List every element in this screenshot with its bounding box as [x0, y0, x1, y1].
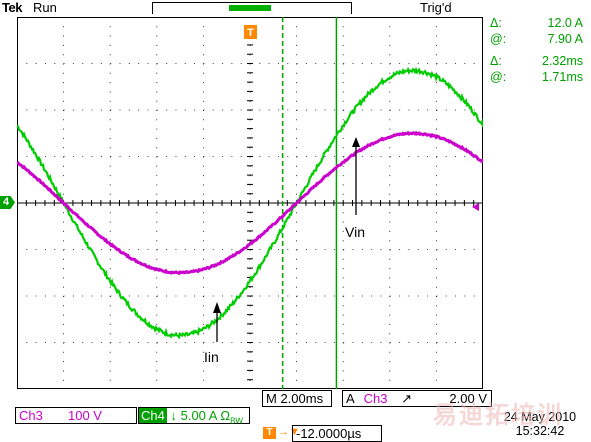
trigger-slope-icon: ↗ — [401, 391, 412, 406]
ch3-scale: 100 V — [68, 408, 102, 423]
ch3-scale-readout[interactable]: Ch3 100 V — [15, 407, 137, 424]
timebase-readout[interactable]: M 2.00ms — [262, 390, 332, 407]
vin-label: Vin — [345, 224, 365, 240]
trigger-level: 2.00 V — [449, 391, 487, 406]
readout-symbol: Δ: — [490, 54, 502, 68]
record-view-window — [229, 5, 271, 11]
date-label: 24 May 2010 — [503, 410, 577, 424]
settings-bar: M 2.00ms A Ch3 ↗ 2.00 V Ch3 100 V Ch4 ↓ … — [0, 390, 591, 442]
vin-annotation: Vin — [345, 137, 365, 240]
ch4-bw-limit: BW — [230, 416, 243, 426]
horizontal-delay-readout[interactable]: -12.0000µs — [292, 425, 382, 442]
trigger-marker[interactable]: T — [244, 25, 257, 39]
readout-value: 7.90 A — [547, 32, 583, 46]
readout-row: Δ: 12.0 A — [487, 16, 591, 32]
ch4-label: Ch4 — [139, 408, 167, 423]
trigger-marker-label: T — [247, 27, 254, 39]
readout-value: 2.32ms — [542, 54, 583, 68]
time-label: 15:32:42 — [515, 424, 565, 438]
brand-label: Tek — [2, 0, 22, 15]
watermark-logo: 易迪拓培训 — [433, 402, 563, 429]
readout-symbol: @: — [490, 70, 507, 84]
cursor-lines[interactable] — [281, 17, 338, 389]
trigger-level-marker[interactable] — [472, 203, 479, 211]
readout-value: 1.71ms — [542, 70, 583, 84]
trigger-offset-arrow-icon: →▼ — [278, 426, 300, 438]
readout-value: 12.0 A — [547, 16, 583, 30]
ch3-label: Ch3 — [19, 408, 43, 423]
iin-label: Iin — [204, 349, 219, 365]
readout-symbol: @: — [490, 32, 507, 46]
ch4-scale-readout[interactable]: Ch4 ↓ 5.00 A ΩBW — [138, 407, 250, 426]
record-length-indicator — [152, 2, 352, 14]
readout-row: @: 1.71ms — [487, 70, 591, 86]
readout-row: Δ: 2.32ms — [487, 54, 591, 70]
trigger-readout[interactable]: A Ch3 ↗ 2.00 V — [342, 390, 492, 407]
run-status[interactable]: Run — [33, 0, 57, 15]
waveform-display: T Vin Iin — [17, 17, 483, 389]
graticule — [17, 17, 483, 389]
status-bar: Tek Run Trig'd — [0, 0, 591, 16]
ch4-ground-marker[interactable]: 4 — [0, 196, 15, 209]
trigger-position-icon: T — [263, 427, 276, 439]
iin-trace — [17, 66, 483, 340]
readout-symbol: Δ: — [490, 16, 502, 30]
date-time: 24 May 2010 15:32:42 — [490, 410, 590, 438]
ch4-scale: ↓ 5.00 A Ω — [170, 408, 231, 423]
readout-row: @: 7.90 A — [487, 32, 591, 48]
iin-annotation: Iin — [204, 302, 221, 365]
vin-trace — [17, 130, 483, 276]
trigger-status: Trig'd — [420, 0, 452, 15]
trigger-mode: A — [346, 391, 354, 406]
trigger-channel: Ch3 — [363, 391, 388, 406]
